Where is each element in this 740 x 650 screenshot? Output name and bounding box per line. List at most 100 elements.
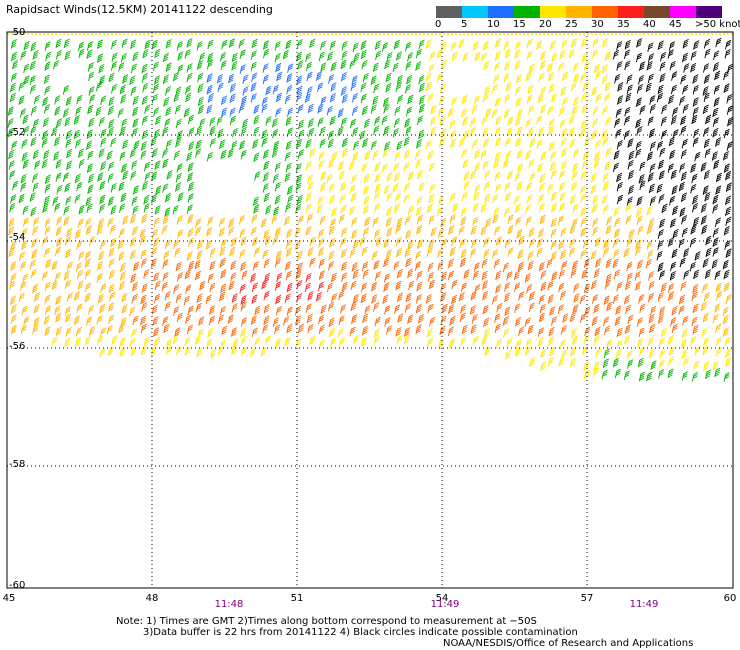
wind-barb <box>251 327 259 337</box>
wind-barb <box>165 345 173 356</box>
wind-barb <box>406 74 413 85</box>
wind-barb <box>32 283 39 294</box>
wind-barb <box>504 350 512 360</box>
wind-barb <box>569 114 576 125</box>
wind-barb <box>339 337 346 347</box>
wind-barb <box>594 237 601 247</box>
wind-barb <box>595 93 602 104</box>
wind-barb <box>692 137 699 147</box>
wind-barb <box>252 261 259 271</box>
wind-barb <box>623 370 631 380</box>
wind-barb <box>239 283 246 294</box>
wind-barb <box>18 95 25 105</box>
wind-barb <box>262 183 269 193</box>
wind-barb <box>176 163 183 173</box>
wind-barb <box>593 303 600 314</box>
wind-barb <box>265 204 272 215</box>
wind-barb <box>98 203 106 214</box>
wind-barb <box>297 149 305 159</box>
wind-barb <box>150 193 158 204</box>
wind-barb <box>32 50 39 60</box>
wind-barb <box>176 215 183 225</box>
wind-barb <box>206 84 213 95</box>
wind-barb <box>559 339 567 349</box>
wind-barb <box>606 339 613 349</box>
wind-barb <box>352 293 360 304</box>
wind-barb <box>107 346 114 356</box>
wind-barb <box>95 106 102 117</box>
wind-barb <box>714 217 722 227</box>
wind-barb <box>364 118 371 129</box>
wind-barb <box>525 338 533 348</box>
wind-barb <box>186 324 194 334</box>
wind-barb <box>86 163 94 173</box>
wind-barb <box>418 95 426 105</box>
wind-barb <box>327 138 335 149</box>
wind-barb <box>518 326 525 337</box>
wind-barb <box>604 280 611 290</box>
wind-barb <box>231 303 238 313</box>
wind-barb <box>491 295 499 305</box>
wind-barb <box>558 62 565 72</box>
wind-barb <box>249 348 256 358</box>
wind-barb <box>635 97 643 107</box>
wind-barb <box>360 282 368 293</box>
wind-barb <box>362 313 369 324</box>
wind-barb <box>550 228 557 239</box>
wind-barb <box>206 73 213 83</box>
wind-barb <box>55 118 63 128</box>
wind-barb <box>66 261 73 272</box>
wind-barb <box>44 294 51 305</box>
wind-barb <box>131 127 138 138</box>
wind-barb <box>254 171 261 181</box>
wind-barb <box>572 203 579 213</box>
wind-barb <box>154 205 161 215</box>
wind-barb <box>438 196 445 206</box>
wind-barb <box>151 171 158 181</box>
wind-barb <box>537 336 545 347</box>
wind-barb <box>536 115 543 125</box>
wind-barb <box>218 217 226 228</box>
wind-barb <box>681 227 689 238</box>
wind-barb <box>722 259 729 270</box>
wind-barb <box>119 126 126 136</box>
wind-barb <box>494 323 501 334</box>
wind-barb <box>393 260 400 271</box>
wind-barb <box>440 315 447 326</box>
wind-barb <box>373 83 380 94</box>
wind-barb <box>338 214 346 224</box>
wind-barb <box>295 315 302 326</box>
wind-barb <box>151 304 158 315</box>
wind-barb <box>703 74 711 84</box>
wind-barb <box>700 162 707 172</box>
wind-barb <box>613 150 620 160</box>
wind-barb <box>428 279 435 290</box>
wind-barb <box>601 129 608 139</box>
wind-barb <box>153 327 160 337</box>
wind-barb <box>715 347 723 357</box>
wind-barb <box>595 139 602 150</box>
wind-barb <box>100 283 107 293</box>
wind-barb <box>96 273 103 283</box>
wind-barb <box>43 195 51 206</box>
wind-barb <box>263 258 270 269</box>
wind-barb <box>627 138 634 148</box>
wind-barb <box>315 291 323 302</box>
wind-barb <box>582 81 589 92</box>
wind-barb <box>207 273 214 283</box>
wind-barb <box>715 185 722 195</box>
wind-barb <box>624 39 631 50</box>
wind-barb <box>671 185 678 195</box>
wind-barb <box>174 327 181 337</box>
wind-barb <box>668 41 676 51</box>
wind-barb <box>472 40 479 51</box>
wind-barb <box>657 262 664 272</box>
wind-barb <box>646 205 653 216</box>
wind-barb <box>407 171 415 181</box>
wind-barb <box>437 248 444 259</box>
wind-barb <box>426 328 433 338</box>
wind-barb <box>693 128 700 139</box>
wind-barb <box>144 172 151 182</box>
wind-barb <box>130 273 137 283</box>
wind-barb <box>364 150 371 161</box>
